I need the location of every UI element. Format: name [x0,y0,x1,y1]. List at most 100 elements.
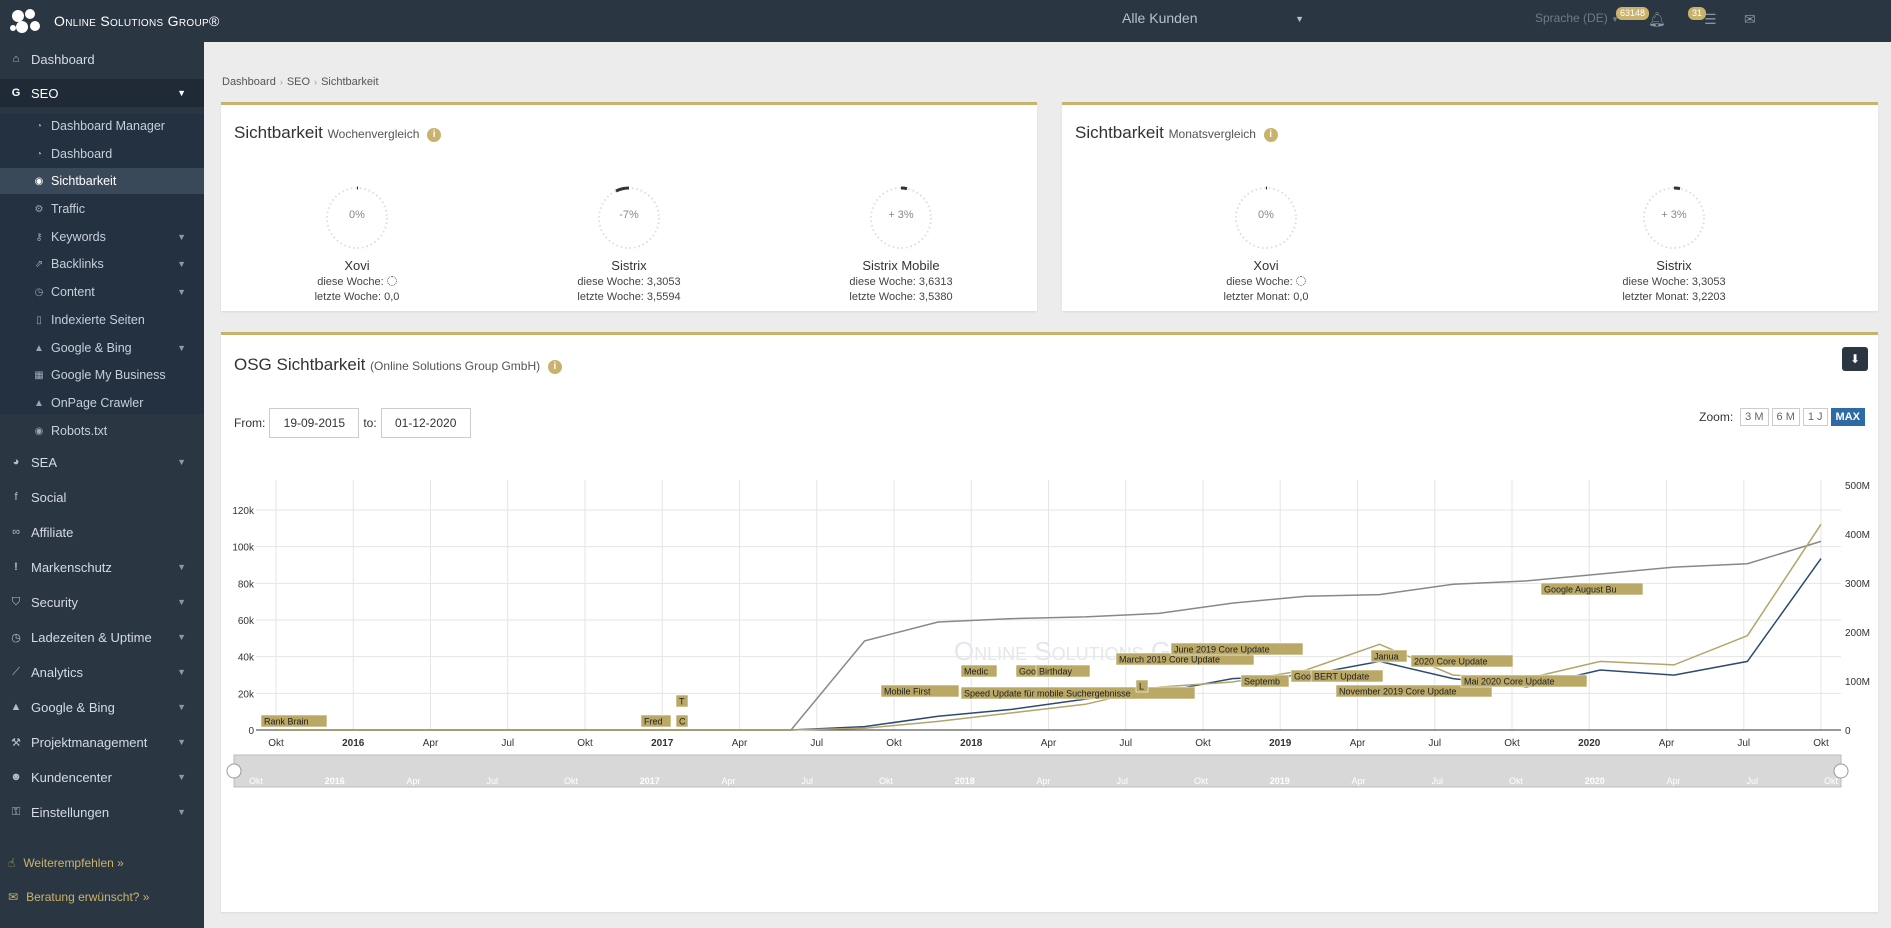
navigator-tick-label: 2016 [325,776,345,786]
navigator-tick-label: 2018 [955,776,975,786]
area-chart-icon: ▲ [34,397,44,409]
sidebar-sub-sichtbarkeit[interactable]: ◉ Sichtbarkeit [0,168,204,194]
sidebar-sub-label: Content [51,285,95,299]
sidebar-item-google-bing[interactable]: ▲ Google & Bing ▼ [0,693,204,721]
sidebar-item-kundencenter[interactable]: ☻ Kundencenter ▼ [0,763,204,791]
sidebar-sub-dashboard[interactable]: ◔ Dashboard [0,141,204,167]
sidebar-sub-google-bing[interactable]: ▲ Google & Bing ▼ [0,335,204,361]
recommend-link[interactable]: ☝ Weiterempfehlen » [8,856,124,870]
y-axis-left-tick-label: 80k [238,579,255,590]
sidebar-item-social[interactable]: f Social [0,483,204,511]
flag-box [1170,642,1304,656]
tasks-icon[interactable]: ☰ [1704,11,1717,27]
key-icon: ⚷ [35,231,43,243]
comments-icon: ✉ [8,890,19,904]
sidebar-sub-robots[interactable]: ◉ Robots.txt [0,418,204,444]
sidebar-sub-label: Robots.txt [51,424,108,438]
chart-event-flag[interactable]: Janua [1370,649,1408,663]
chart-event-flag[interactable]: Speed Update für mobile Suchergebnisse [960,686,1196,700]
zoom-6m-button[interactable]: 6 M [1771,408,1800,426]
sidebar-sub-google-my-business[interactable]: ▦ Google My Business [0,362,204,388]
download-icon: ⬇ [1849,352,1861,366]
sidebar-item-markenschutz[interactable]: ! Markenschutz ▼ [0,553,204,581]
chart-event-flag[interactable]: Mai 2020 Core Update [1460,674,1588,688]
breadcrumb-dashboard[interactable]: Dashboard [222,76,276,88]
zoom-3m-button[interactable]: 3 M [1740,408,1769,426]
chart-event-flag[interactable]: L [1135,679,1149,693]
consulting-link[interactable]: ✉ Beratung erwünscht? » [8,890,149,904]
breadcrumb-seo[interactable]: SEO [286,76,311,88]
zoom-1j-button[interactable]: 1 J [1802,408,1828,426]
sidebar-item-affiliate[interactable]: ∞ Affiliate [0,518,204,546]
zoom-controls: Zoom: 3 M 6 M 1 J MAX [1699,408,1865,426]
building-icon: ▦ [34,369,44,381]
sidebar-item-projektmanagement[interactable]: ⚒ Projektmanagement ▼ [0,728,204,756]
logo[interactable]: Online Solutions Group® [8,6,220,36]
navigator-tick-label: 2020 [1585,776,1605,786]
info-icon[interactable]: i [427,128,442,142]
chart-event-flag[interactable]: 2020 Core Update [1410,654,1514,668]
sidebar-item-analytics[interactable]: ⟋ Analytics ▼ [0,658,204,686]
chart-event-flag[interactable]: Fred [640,714,672,728]
chart-event-flag[interactable]: Birthday [1035,664,1091,678]
chart-event-flag[interactable]: Mobile First [880,684,960,698]
visibility-chart[interactable]: Okt 2016 Apr Jul Okt 2017 Apr Jul Okt 2018 Apr Jul O… [221,465,1878,905]
zoom-max-button[interactable]: MAX [1830,408,1865,426]
bell-icon[interactable]: 🔔︎ [1648,11,1666,27]
chart-event-flag[interactable]: Google August Bu [1540,582,1644,596]
info-icon[interactable]: i [1263,128,1278,142]
sidebar-sub-label: Backlinks [51,257,104,271]
x-axis-tick-label: Apr [1041,738,1057,749]
sidebar-sub-content[interactable]: ◷ Content ▼ [0,279,204,305]
sidebar-sub-traffic[interactable]: ⚙ Traffic [0,196,204,222]
breadcrumb-separator: › [279,77,283,87]
sidebar-sub-keywords[interactable]: ⚷ Keywords ▼ [0,224,204,250]
chart-event-flag[interactable]: T [675,694,689,708]
sidebar-item-ladezeiten[interactable]: ◷ Ladezeiten & Uptime ▼ [0,623,204,651]
chevron-down-icon: ▼ [177,667,186,677]
tasks-badge: 31 [1688,7,1707,20]
sidebar-sub-dashboard-manager[interactable]: ◔ Dashboard Manager [0,113,204,139]
download-button[interactable]: ⬇ [1842,347,1868,371]
sidebar-sub-onpage-crawler[interactable]: ▲ OnPage Crawler [0,390,204,416]
to-date-input[interactable]: 01-12-2020 [380,408,471,438]
sidebar-item-seo[interactable]: G SEO ▼ [0,79,204,107]
flag-box [675,694,689,708]
gauge-this-week: diese Woche: [277,276,437,288]
chart-event-flag[interactable]: BERT Update [1310,669,1384,683]
chart-event-flag[interactable]: June 2019 Core Update [1170,642,1304,656]
flag-label: Septemb [1244,677,1280,687]
top-bar: Online Solutions Group® Alle Kunden ▼ Sp… [0,0,1891,42]
language-select[interactable]: Sprache (DE) ▼ [1535,11,1619,25]
chart-event-flag[interactable]: C [675,714,689,728]
navigator-tick-label: Apr [1666,776,1680,786]
chart-event-flag[interactable]: Septemb [1240,674,1290,688]
sidebar-item-security[interactable]: ⛉ Security ▼ [0,588,204,616]
flag-label: June 2019 Core Update [1174,645,1270,655]
sidebar-item-sea[interactable]: ◕ SEA ▼ [0,448,204,476]
sidebar-sub-indexierte-seiten[interactable]: ▯ Indexierte Seiten [0,307,204,333]
from-date-input[interactable]: 19-09-2015 [269,408,360,438]
info-icon[interactable]: i [547,360,562,374]
envelope-icon[interactable]: ✉ [1744,11,1756,27]
x-axis-tick-label: Apr [1350,738,1366,749]
sidebar-item-einstellungen[interactable]: ⚿ Einstellungen ▼ [0,798,204,826]
notifications-badge: 63148 [1616,7,1650,20]
sidebar-item-dashboard[interactable]: ⌂ Dashboard [0,45,204,73]
navigator-tick-label: Jul [1116,776,1128,786]
chart-event-flag[interactable]: November 2019 Core Update [1335,684,1493,698]
chart-event-flag[interactable]: Rank Brain [260,714,328,728]
exclamation-icon: ! [14,561,18,573]
flag-label: Janua [1374,652,1399,662]
navigator-tick-label: Okt [249,776,264,786]
users-icon: ☻ [10,771,22,783]
gauge-name: Sistrix Mobile [862,258,940,273]
sidebar-item-label: Affiliate [31,524,74,540]
gauge-percent: + 3% [1661,209,1687,221]
customer-select[interactable]: Alle Kunden ▼ [1122,10,1304,26]
sidebar-sub-backlinks[interactable]: ⇗ Backlinks ▼ [0,251,204,277]
gauge-name: Xovi [344,258,370,273]
flag-box [1310,669,1384,683]
chart-event-flag[interactable]: Medic [960,664,998,678]
gauge-xovi: 0% Xovi diese Woche: letzte Woche: 0,0 [277,185,437,303]
